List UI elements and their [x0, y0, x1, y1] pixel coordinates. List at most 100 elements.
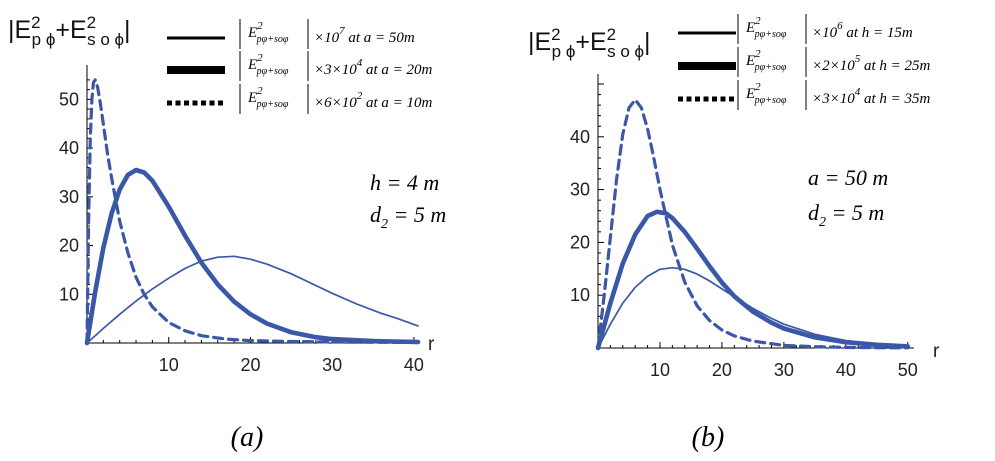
legend-factor: ×107 at a = 50m [314, 25, 415, 46]
legend-condition: at a = 50m [345, 30, 415, 46]
annotation-main: d [808, 200, 820, 225]
y-label-sub: p ϕ [32, 30, 56, 49]
legend-sub: pφ+soφ [256, 34, 289, 45]
legend-factor-base: ×10 [812, 25, 838, 41]
series-curve-thin [86, 255, 419, 344]
y-tick-label: 40 [570, 127, 590, 147]
y-label-sub: p ϕ [552, 42, 576, 61]
legend-factor-exp: 7 [339, 25, 345, 37]
legend-factor-exp: 4 [855, 86, 861, 98]
legend-factor-exp: 6 [837, 20, 843, 32]
legend-factor: ×106 at h = 15m [812, 20, 913, 41]
legend-entry: E2 pφ+soφ [247, 85, 289, 110]
y-label-sup: 2 [31, 13, 40, 32]
y-label-part: |E [8, 16, 31, 44]
legend-entry: E2 pφ+soφ [247, 20, 289, 45]
x-tick-label: 30 [322, 355, 342, 375]
legend-factor: ×2×105 at h = 25m [812, 53, 931, 74]
y-label-sup: 2 [551, 25, 560, 44]
parameter-annotation: d2 = 5 m [808, 200, 884, 230]
series-curve-thin [597, 266, 909, 349]
legend-factor-exp: 2 [357, 90, 363, 102]
legend-sup: 2 [257, 20, 263, 32]
x-tick-label: 40 [836, 360, 856, 380]
x-tick-label: 10 [159, 355, 179, 375]
legend-factor-exp: 5 [855, 53, 861, 65]
legend-factor: ×3×104 at h = 35m [812, 86, 931, 107]
y-tick-label: 10 [59, 284, 79, 304]
legend-factor-base: ×6×10 [314, 95, 357, 111]
legend-sub: pφ+soφ [754, 29, 787, 40]
y-axis-label: |E2 p ϕ+E2 s o ϕ| [528, 25, 651, 61]
x-tick-label: 20 [240, 355, 260, 375]
legend-condition: at a = 20m [362, 62, 432, 78]
legend-E: E [247, 90, 257, 106]
x-tick-label: 20 [712, 360, 732, 380]
legend-factor: ×6×102 at a = 10m [314, 90, 433, 111]
legend-factor: ×3×104 at a = 20m [314, 57, 433, 78]
y-label-part: +E [575, 28, 606, 56]
panel-caption: (a) [231, 422, 264, 453]
legend-entry: E2 pφ+soφ [745, 81, 787, 106]
legend-entry: E2 pφ+soφ [745, 15, 787, 40]
legend-sub: pφ+soφ [754, 62, 787, 73]
y-tick-label: 20 [570, 232, 590, 252]
x-tick-label: 30 [774, 360, 794, 380]
y-tick-label: 40 [59, 138, 79, 158]
legend-E: E [745, 86, 755, 102]
legend-sub: pφ+soφ [754, 95, 787, 106]
annotation-main: h = 4 m [370, 170, 439, 195]
y-label-part: +E [55, 16, 86, 44]
x-tick-label: 50 [898, 360, 918, 380]
panel-caption: (b) [692, 422, 725, 453]
annotation-rest: = 5 m [826, 200, 884, 225]
legend-sub: pφ+soφ [256, 99, 289, 110]
annotation-main: d [370, 202, 382, 227]
legend-condition: at a = 10m [362, 95, 432, 111]
series-curve-thick [84, 167, 421, 346]
annotation-main: a = 50 m [808, 165, 888, 190]
legend-entry: E2 pφ+soφ [745, 48, 787, 73]
annotation-sub: 2 [381, 217, 388, 232]
y-label-sub: s o ϕ [87, 30, 124, 49]
legend-E: E [745, 20, 755, 36]
legend-sup: 2 [755, 81, 761, 93]
series-curve-thick [595, 209, 911, 351]
y-label-sup: 2 [607, 25, 616, 44]
x-tick-label: 40 [404, 355, 424, 375]
legend-entry: E2 pφ+soφ [247, 52, 289, 77]
parameter-annotation: d2 = 5 m [370, 202, 446, 232]
legend-condition: at h = 25m [860, 58, 930, 74]
series-curve-dashed [85, 78, 420, 345]
legend-sup: 2 [755, 48, 761, 60]
legend-sup: 2 [257, 52, 263, 64]
y-tick-label: 50 [59, 89, 79, 109]
y-label-sub: s o ϕ [607, 42, 644, 61]
legend-factor-base: ×3×10 [314, 62, 357, 78]
legend-factor-base: ×3×10 [812, 91, 855, 107]
annotation-sub: 2 [819, 215, 826, 230]
series-curve-dashed [596, 98, 910, 350]
legend-condition: at h = 35m [860, 91, 930, 107]
y-tick-label: 10 [570, 285, 590, 305]
y-label-part: |E [528, 28, 551, 56]
legend-sup: 2 [257, 85, 263, 97]
y-axis-label: |E2 p ϕ+E2 s o ϕ| [8, 13, 131, 49]
legend-factor-exp: 4 [357, 57, 363, 69]
parameter-annotation: h = 4 m [370, 170, 439, 195]
x-axis-label: r [933, 341, 940, 362]
legend-sub: pφ+soφ [256, 66, 289, 77]
legend-condition: at h = 15m [843, 25, 913, 41]
x-tick-label: 10 [650, 360, 670, 380]
y-tick-label: 30 [59, 187, 79, 207]
x-axis-label: r [428, 334, 435, 355]
legend-factor-base: ×10 [314, 30, 340, 46]
parameter-annotation: a = 50 m [808, 165, 888, 190]
legend-E: E [247, 25, 257, 41]
legend-factor-base: ×2×10 [812, 58, 855, 74]
annotation-rest: = 5 m [388, 202, 446, 227]
y-tick-label: 20 [59, 236, 79, 256]
